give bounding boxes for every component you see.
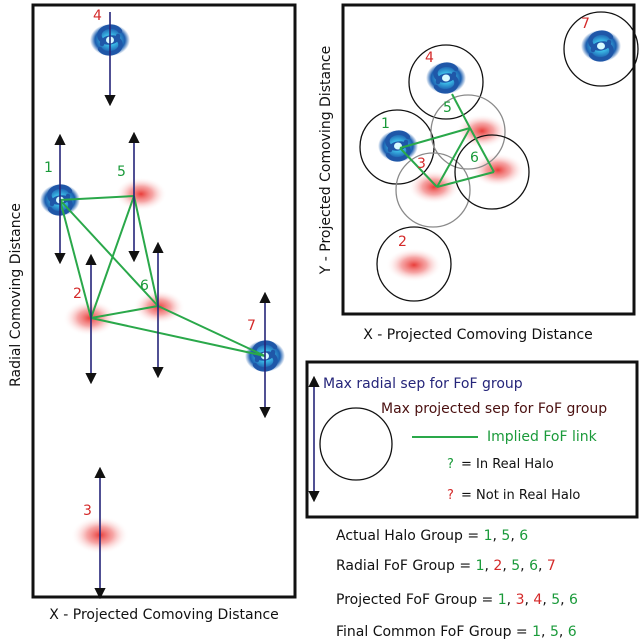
group-separator: , [493,528,502,544]
group-member: 5 [550,624,559,640]
group-member: 1 [532,624,541,640]
label-6: 6 [140,278,149,294]
group-separator: , [559,624,568,640]
tr-galaxy-4-icon [426,62,466,94]
group-member: 1 [476,558,485,574]
tr-galaxy-7-icon [581,30,621,62]
left-panel: 4 1 5 2 6 7 3 Radial Comoving Distance X… [8,3,297,623]
legend-not-real-text: = Not in Real Halo [461,488,580,503]
group-line: Projected FoF Group = 1, 3, 4, 5, 6 [336,592,578,608]
gas-blob-5 [115,177,167,211]
legend-in-real-q: ? [447,457,454,472]
group-member: 6 [519,528,528,544]
group-line: Final Common FoF Group = 1, 5, 6 [336,624,577,640]
legend-frame [305,360,639,519]
group-member: 4 [533,592,542,608]
legend-projected-circle [319,407,393,481]
legend-in-real-text: = In Real Halo [461,457,554,472]
tr-galaxy-1-icon [378,130,418,162]
left-x-axis-label: X - Projected Comoving Distance [49,607,279,623]
tr-y-axis-label: Y - Projected Comoving Distance [318,46,334,276]
group-member: 1 [484,528,493,544]
tr-label-4: 4 [425,50,434,66]
legend: Max radial sep for FoF group Max project… [305,360,639,519]
legend-projected-text: Max projected sep for FoF group [381,401,607,417]
group-separator: , [541,624,550,640]
group-line-label: Final Common FoF Group = [336,624,532,640]
group-separator: , [485,558,494,574]
group-separator: , [502,558,511,574]
tr-label-3: 3 [417,156,426,172]
tr-fof-links [399,93,495,188]
group-member: 5 [551,592,560,608]
radial-arrows [54,12,271,600]
left-y-axis-label: Radial Comoving Distance [8,203,24,387]
group-member: 1 [498,592,507,608]
group-member: 2 [493,558,502,574]
topright-panel: 4 7 5 1 3 6 2 Y - Projected Comoving Dis… [318,3,639,343]
group-separator: , [560,592,569,608]
label-7: 7 [247,318,256,334]
projected-circles [359,11,639,302]
group-separator: , [510,528,519,544]
group-member: 6 [529,558,538,574]
group-line-label: Radial FoF Group = [336,558,476,574]
tr-label-7: 7 [581,16,590,32]
group-member: 3 [516,592,525,608]
tr-label-1: 1 [381,116,390,132]
group-line: Actual Halo Group = 1, 5, 6 [336,528,528,544]
label-4: 4 [93,8,102,24]
tr-label-2: 2 [398,234,407,250]
group-member: 7 [547,558,556,574]
tr-gas-blob-2 [386,248,442,282]
legend-radial-text: Max radial sep for FoF group [323,376,523,392]
tr-gas-blob-3 [408,170,460,204]
tr-label-5: 5 [443,100,452,116]
group-separator: , [538,558,547,574]
group-separator: , [524,592,533,608]
group-member: 6 [568,624,577,640]
tr-gas-blob-5 [456,114,508,148]
tr-gas-blob-6 [471,153,525,187]
legend-link-text: Implied FoF link [487,429,598,445]
group-separator: , [520,558,529,574]
tr-label-6: 6 [470,150,479,166]
label-2: 2 [73,286,82,302]
label-5: 5 [117,164,126,180]
label-3: 3 [83,503,92,519]
group-line: Radial FoF Group = 1, 2, 5, 6, 7 [336,558,556,574]
group-member: 6 [569,592,578,608]
group-separator: , [507,592,516,608]
legend-not-real-q: ? [447,488,454,503]
group-line-label: Projected FoF Group = [336,592,498,608]
tr-x-axis-label: X - Projected Comoving Distance [363,327,593,343]
group-member: 5 [511,558,520,574]
group-line-label: Actual Halo Group = [336,528,484,544]
label-1: 1 [44,160,53,176]
group-member: 5 [501,528,510,544]
group-separator: , [542,592,551,608]
